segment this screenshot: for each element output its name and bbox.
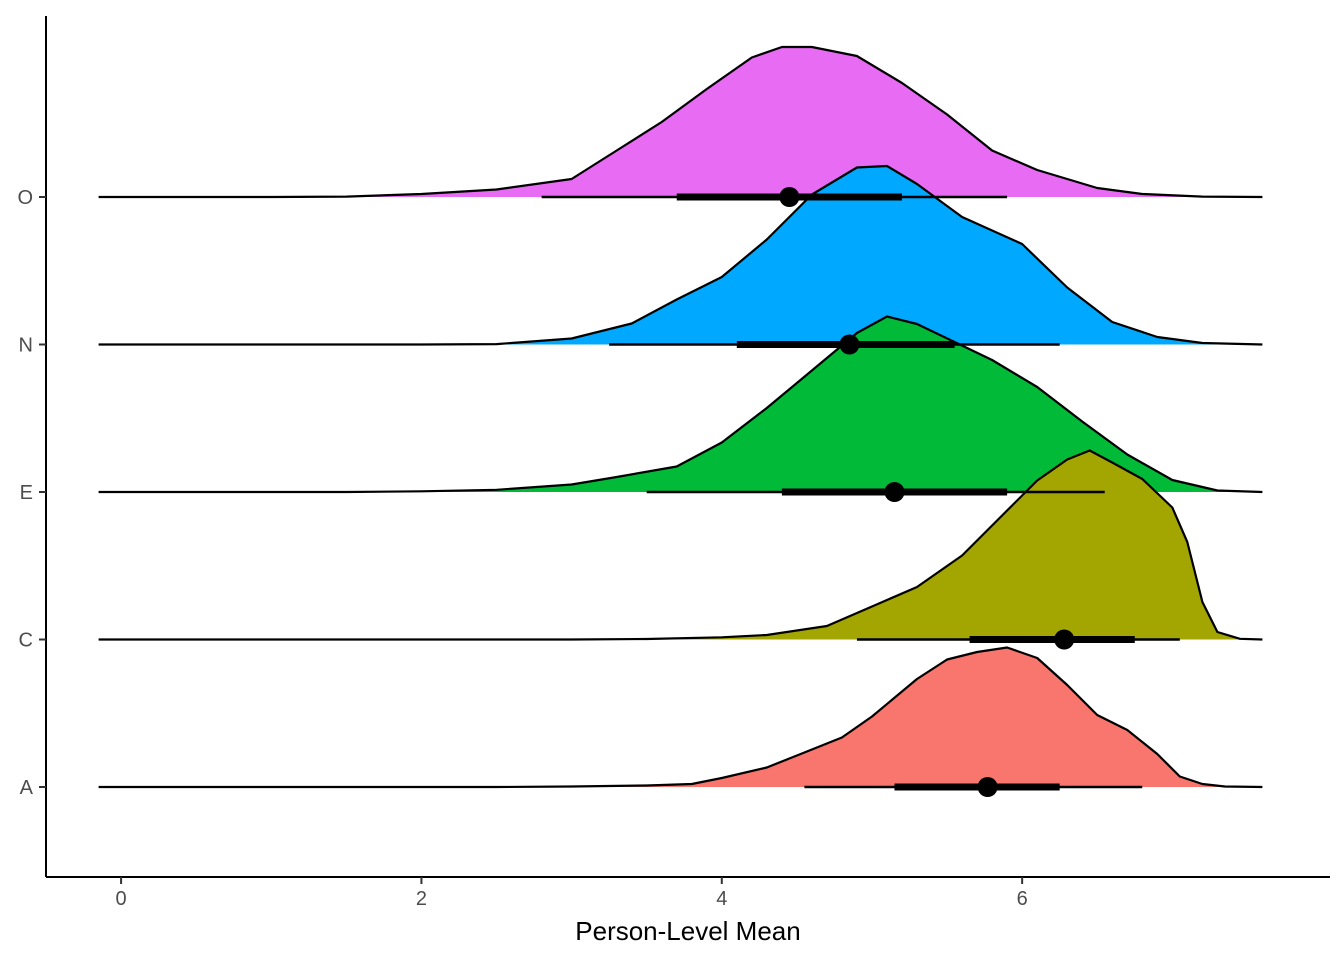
density-outline-C — [98, 449, 1263, 641]
x-tick-label: 4 — [716, 888, 727, 910]
axes — [45, 16, 1330, 878]
density-fill-O — [98, 47, 1263, 197]
density-fill-E — [98, 316, 1263, 492]
density-outline-A — [98, 646, 1263, 789]
density-fill-C — [98, 450, 1263, 640]
y-tick-label-E: E — [20, 482, 33, 504]
interval-E — [646, 482, 1105, 502]
x-tick-label: 6 — [1017, 888, 1028, 910]
x-tick-label: 0 — [116, 888, 127, 910]
density-outline-O — [98, 45, 1263, 199]
x-axis-title: Person-Level Mean — [575, 916, 800, 946]
interval-O — [541, 187, 1008, 207]
y-tick-label-N: N — [19, 335, 33, 357]
ridge-E — [98, 315, 1263, 494]
interval-C — [856, 629, 1180, 650]
point-estimate-O — [779, 187, 800, 207]
density-outline-N — [98, 164, 1263, 346]
density-fill-N — [98, 166, 1263, 345]
density-outline-E — [98, 315, 1263, 494]
interval-A — [804, 777, 1143, 797]
point-intervals — [541, 187, 1180, 797]
y-tick-label-A: A — [20, 777, 34, 799]
x-axis-ticks: 0 2 4 6 — [116, 877, 1028, 910]
y-tick-label-C: C — [19, 630, 33, 652]
interval-N — [609, 334, 1060, 355]
ridge-A — [98, 646, 1263, 789]
density-fill-A — [98, 647, 1263, 787]
point-estimate-A — [977, 777, 998, 797]
ridge-O — [98, 45, 1263, 199]
point-estimate-E — [884, 482, 905, 502]
point-estimate-C — [1054, 629, 1075, 650]
density-ridges — [98, 45, 1263, 789]
point-estimate-N — [839, 334, 860, 355]
ridge-N — [98, 164, 1263, 346]
y-axis-ticks: A C E N O — [17, 187, 46, 799]
x-tick-label: 2 — [416, 888, 427, 910]
ridge-C — [98, 449, 1263, 641]
y-tick-label-O: O — [17, 187, 33, 209]
